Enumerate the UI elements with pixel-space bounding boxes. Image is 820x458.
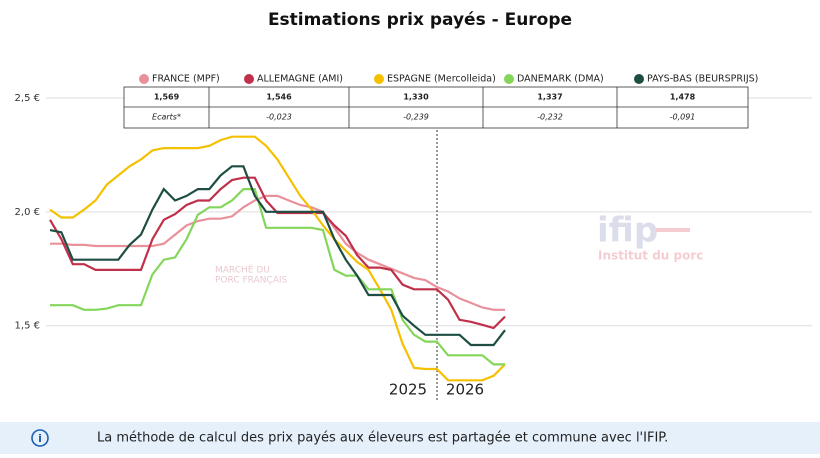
watermark: ifip Institut du porc MARCHÉ DU PORC FRA… bbox=[215, 211, 703, 286]
table-cell: -0,023 bbox=[266, 113, 292, 122]
note: La méthode de calcul des prix payés aux … bbox=[97, 431, 668, 446]
y-tick-label: 2,5 € bbox=[15, 93, 40, 104]
legend-label: ESPAGNE (Mercolleida) bbox=[387, 74, 496, 85]
table-cell: 1,330 bbox=[403, 93, 429, 102]
table-frame bbox=[123, 86, 749, 129]
watermark-text: PORC FRANÇAIS bbox=[215, 276, 288, 286]
legend-marker bbox=[634, 74, 644, 84]
price-table: FRANCE (MPF) ALLEMAGNE (AMI) ESPAGNE (Merc… bbox=[123, 74, 758, 129]
watermark-text: Institut du porc bbox=[598, 249, 703, 263]
note-bar bbox=[0, 422, 820, 454]
table-cell: 1,546 bbox=[266, 93, 292, 102]
chart-title: Estimations prix payés - Europe bbox=[268, 10, 572, 30]
legend-marker bbox=[504, 74, 514, 84]
series-line bbox=[49, 165, 506, 347]
table-cell: -0,232 bbox=[537, 113, 563, 122]
watermark-text: MARCHÉ DU bbox=[215, 264, 270, 276]
table-cell: 1,478 bbox=[670, 93, 696, 102]
info-icon-i: i bbox=[38, 432, 42, 445]
legend-label: FRANCE (MPF) bbox=[152, 74, 220, 85]
table-cell: -0,239 bbox=[403, 113, 429, 122]
table-cell: Ecarts* bbox=[152, 113, 181, 122]
table-cell: 1,337 bbox=[537, 93, 562, 102]
watermark-text: ifip bbox=[597, 211, 658, 251]
annotation: 2025 bbox=[389, 381, 427, 399]
table-cell: -0,091 bbox=[670, 113, 696, 122]
annotation: 2026 bbox=[446, 381, 484, 399]
y-tick-label: 1,5 € bbox=[15, 321, 40, 332]
legend-marker bbox=[374, 74, 384, 84]
grid: 1,5 € 2,0 € 2,5 € bbox=[15, 93, 812, 332]
series-line bbox=[50, 194, 505, 311]
table-cell: 1,569 bbox=[154, 93, 180, 102]
series-line bbox=[49, 135, 506, 382]
legend-marker bbox=[139, 74, 149, 84]
y-tick-label: 2,0 € bbox=[15, 207, 40, 218]
series-line bbox=[50, 188, 505, 366]
info-icon bbox=[31, 429, 49, 447]
legend-label: DANEMARK (DMA) bbox=[517, 74, 604, 85]
series-line bbox=[49, 176, 506, 330]
legend-label: PAYS-BAS (BEURSPRIJS) bbox=[647, 74, 758, 85]
legend-marker bbox=[244, 74, 254, 84]
legend-label: ALLEMAGNE (AMI) bbox=[257, 74, 343, 85]
